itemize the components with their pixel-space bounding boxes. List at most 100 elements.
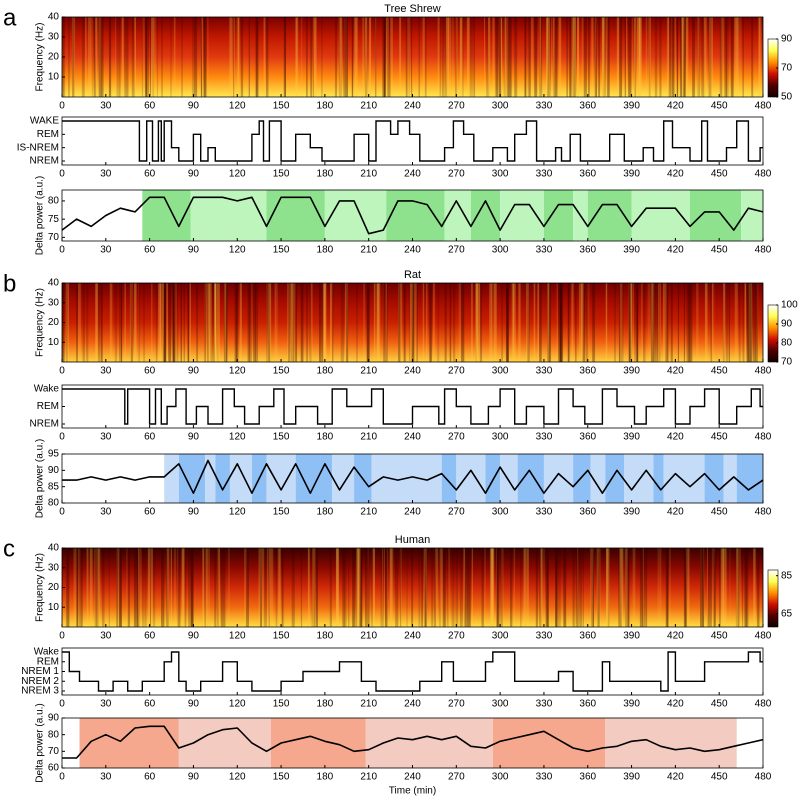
spectrogram-texture [504, 17, 506, 97]
spectrogram-texture [569, 17, 573, 97]
spectrogram-texture [719, 548, 721, 627]
spectrogram-texture [216, 283, 220, 362]
colorbar-tick-label: 85 [781, 570, 793, 581]
spectrogram-texture [551, 17, 553, 97]
spectrogram-texture [151, 283, 153, 362]
spectrogram-texture [554, 17, 558, 97]
spectrogram-texture [747, 283, 751, 362]
spectrogram-texture [596, 548, 600, 627]
x-tick-label: 390 [623, 245, 640, 256]
x-tick-label: 30 [100, 699, 112, 710]
spectrogram-texture [638, 17, 642, 97]
x-tick-label: 90 [188, 169, 200, 180]
x-tick-label: 60 [144, 366, 156, 377]
y-tick-label: 75 [48, 214, 60, 225]
cycle-band [470, 190, 501, 241]
spectrogram-texture [618, 548, 622, 627]
spectrogram-texture [385, 283, 388, 362]
y-tick-label: REM [37, 129, 59, 140]
x-tick-label: 390 [623, 507, 640, 518]
spectrogram-texture [619, 17, 623, 97]
spectrogram-texture [434, 548, 436, 627]
spectrogram-texture [606, 548, 610, 627]
x-tick-label: 180 [317, 699, 334, 710]
spectrogram-texture [138, 283, 140, 362]
spectrogram-texture [133, 548, 136, 627]
spectrogram-texture [651, 283, 654, 362]
spectrogram-texture [629, 283, 632, 362]
x-tick-label: 30 [100, 772, 112, 783]
cycle-band [441, 454, 457, 503]
x-tick-label: 270 [448, 366, 465, 377]
x-tick-label: 180 [317, 245, 334, 256]
spectrogram-texture [140, 548, 142, 627]
axes-frame [61, 647, 764, 696]
spectrogram-texture [535, 548, 538, 627]
spectrogram-texture [547, 283, 550, 362]
spectrogram-texture [654, 283, 659, 362]
spectrogram-texture [248, 17, 251, 97]
x-tick-label: 300 [492, 631, 509, 642]
x-tick-label: 300 [492, 101, 509, 112]
spectrogram-texture [624, 17, 626, 97]
spectrogram-texture [155, 283, 158, 362]
spectrogram-texture [700, 548, 703, 627]
y-axis-label: Delta power (a.u.) [35, 439, 46, 518]
spectrogram-texture [399, 17, 402, 97]
spectrogram-texture [312, 17, 314, 97]
spectrogram-texture [189, 283, 191, 362]
x-tick-label: 480 [755, 507, 772, 518]
spectrogram-texture [108, 548, 110, 627]
x-tick-label: 360 [579, 507, 596, 518]
spectrogram-texture [101, 548, 105, 627]
spectrogram-texture [571, 17, 575, 97]
spectrogram-texture [665, 548, 669, 627]
spectrogram-texture [507, 283, 509, 362]
spectrogram-texture [505, 17, 509, 97]
spectrogram-texture [659, 548, 662, 627]
spectrogram-texture [491, 283, 493, 362]
spectrogram-texture [746, 548, 749, 627]
x-tick-label: 390 [623, 169, 640, 180]
spectrogram-texture [305, 17, 308, 97]
spectrogram-texture [177, 548, 179, 627]
spectrogram-texture [362, 17, 364, 97]
spectrogram-texture [475, 283, 477, 362]
spectrogram-texture [170, 17, 172, 97]
spectrogram-texture [484, 17, 485, 97]
spectrogram-texture [619, 548, 622, 627]
spectrogram-texture [205, 283, 209, 362]
spectrogram-texture [497, 548, 500, 627]
x-tick-label: 270 [448, 432, 465, 443]
spectrogram-texture [220, 548, 224, 627]
spectrogram-texture [266, 548, 269, 627]
spectrogram-texture [364, 17, 368, 97]
spectrogram-texture [153, 17, 157, 97]
x-tick-label: 270 [448, 169, 465, 180]
spectrogram-texture [703, 548, 705, 627]
spectrogram-texture [753, 548, 756, 627]
spectrogram-texture [725, 283, 729, 362]
spectrogram-texture [321, 283, 324, 362]
spectrogram-texture [632, 283, 634, 362]
x-tick-label: 90 [188, 631, 200, 642]
spectrogram-texture [290, 283, 293, 362]
spectrogram-texture [193, 17, 198, 97]
spectrogram-texture [742, 548, 744, 627]
spectrogram-texture [588, 17, 590, 97]
spectrogram-texture [201, 17, 203, 97]
y-tick-label: 70 [48, 746, 60, 757]
spectrogram-texture [652, 283, 656, 362]
x-tick-label: 300 [492, 507, 509, 518]
spectrogram-texture [729, 548, 731, 627]
colorbar-tick-label: 100 [781, 300, 798, 311]
spectrogram-texture [177, 548, 181, 627]
spectrogram-texture [181, 548, 185, 627]
spectrogram-texture [147, 17, 149, 97]
spectrogram-texture [496, 548, 497, 627]
x-tick-label: 210 [360, 101, 377, 112]
spectrogram-texture [187, 283, 190, 362]
spectrogram-texture [724, 17, 728, 97]
spectrogram-texture [389, 548, 393, 627]
spectrogram-texture [147, 17, 149, 97]
